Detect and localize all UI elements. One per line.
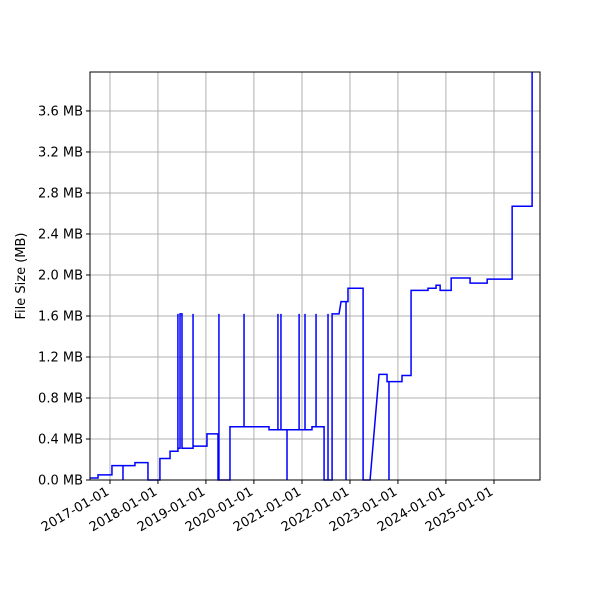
y-tick-label: 0.0 MB <box>38 474 83 489</box>
plot <box>90 72 533 481</box>
y-tick-label: 0.4 MB <box>38 432 83 447</box>
y-tick-label: 1.6 MB <box>38 309 83 324</box>
plot-frame <box>89 71 541 481</box>
y-tick-label: 1.2 MB <box>38 350 83 365</box>
y-tick-label: 3.6 MB <box>38 104 83 119</box>
y-tick-label: 2.0 MB <box>38 268 83 283</box>
y-axis-label: File Size (MB) <box>14 233 29 320</box>
data-line <box>90 72 533 481</box>
y-tick-label: 2.4 MB <box>38 227 83 242</box>
grid <box>90 72 540 481</box>
y-tick-label: 3.2 MB <box>38 145 83 160</box>
y-tick-label: 2.8 MB <box>38 186 83 201</box>
y-tick-label: 0.8 MB <box>38 391 83 406</box>
